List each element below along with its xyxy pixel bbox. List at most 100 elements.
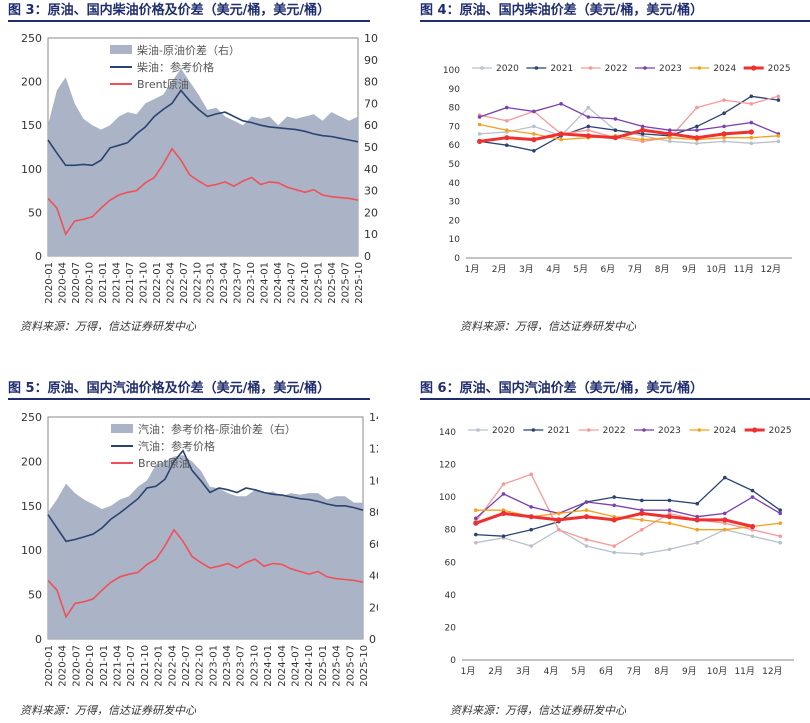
fig4-point-2021-11 (776, 98, 781, 102)
fig4-xtick-6: 7月 (628, 264, 643, 275)
fig4-ytick-1: 10 (449, 235, 461, 245)
fig6-point-2024-7 (667, 521, 672, 525)
fig6-point-2025-2 (528, 514, 534, 520)
fig4-ytick-0: 0 (454, 254, 460, 264)
fig3-ytick-0: 0 (35, 250, 42, 263)
fig6-point-2020-6 (640, 552, 644, 556)
fig4-point-2025-4 (585, 133, 591, 139)
fig3-xtick-7: 2021-10 (138, 262, 149, 304)
fig4-legend-marker-2022 (588, 66, 593, 70)
fig4-ytick-2: 20 (449, 216, 461, 226)
fig4-title: 图 4：原油、国内柴油价差（美元/桶，美元/桶） (420, 0, 810, 22)
fig3-xtick-3: 2020-10 (84, 262, 95, 304)
fig4-point-2020-10 (749, 141, 754, 146)
fig6-legend-marker-2025 (752, 427, 758, 433)
fig3-xtick-2: 2020-07 (71, 262, 82, 304)
fig6-point-2023-4 (584, 500, 589, 504)
fig6-point-2025-8 (694, 517, 700, 523)
fig4-point-2020-0 (477, 132, 482, 136)
fig4-point-2022-4 (586, 128, 591, 132)
fig6-point-2024-4 (584, 508, 589, 512)
fig6-point-2020-11 (778, 540, 782, 545)
fig5-xtick-10: 2022-07 (181, 645, 192, 687)
fig4-legend-label-2023: 2023 (659, 64, 682, 74)
fig4-point-2024-9 (722, 135, 726, 140)
fig3-series-area-0 (48, 68, 358, 256)
fig4-xtick-2: 3月 (519, 264, 534, 275)
fig6-legend-label-2020: 2020 (492, 426, 515, 436)
fig4-series-line-2023 (479, 103, 779, 135)
fig3-xtick-4: 2021-01 (98, 262, 109, 304)
fig5-xtick-1: 2020-04 (58, 645, 69, 687)
fig6-legend-label-2025: 2025 (769, 426, 792, 436)
fig4-legend-label-2021: 2021 (550, 64, 573, 74)
fig6-ytick-5: 100 (440, 493, 456, 503)
fig3-xtick-12: 2023-01 (206, 262, 217, 304)
fig3-xtick-16: 2024-01 (260, 262, 271, 304)
fig6-point-2021-1 (501, 534, 506, 538)
fig3-xtick-6: 2021-07 (125, 262, 136, 304)
fig4-point-2021-9 (722, 111, 726, 115)
fig4-point-2023-8 (695, 128, 699, 132)
fig6-point-2024-3 (557, 511, 561, 516)
fig3-xtick-1: 2020-04 (57, 262, 68, 304)
fig5-y2tick-3: 60 (369, 538, 378, 551)
fig3-xtick-23: 2025-10 (354, 262, 365, 304)
fig4-point-2025-1 (504, 135, 510, 141)
fig4-series-line-2022 (479, 95, 779, 143)
fig6-point-2021-6 (640, 498, 644, 503)
fig4-ytick-9: 90 (449, 85, 461, 95)
fig4-point-2025-9 (721, 131, 727, 137)
fig3-ytick-1: 50 (28, 206, 42, 219)
fig6-point-2020-4 (584, 544, 589, 548)
fig3-y2tick-8: 80 (364, 76, 378, 89)
fig6-xtick-9: 10月 (707, 666, 727, 677)
fig3-xtick-8: 2022-01 (152, 262, 163, 304)
fig6-point-2023-1 (501, 492, 506, 496)
fig4-point-2021-5 (613, 128, 618, 132)
fig3-source: 资料来源：万得，信达证券研发中心 (20, 320, 196, 333)
fig3-xtick-18: 2024-07 (287, 262, 298, 304)
fig6-source: 资料来源：万得，信达证券研发中心 (450, 704, 626, 717)
fig4-point-2020-8 (695, 141, 699, 146)
fig5-y2tick-7: 140 (369, 411, 378, 424)
fig5-xtick-13: 2023-04 (222, 645, 233, 687)
fig4-point-2023-10 (749, 120, 754, 125)
fig5-xtick-4: 2021-01 (99, 645, 110, 687)
fig4-point-2024-1 (505, 128, 509, 132)
fig5-ytick-3: 150 (21, 500, 42, 513)
fig5-xtick-12: 2023-01 (208, 645, 219, 687)
fig6-series-line-2022 (475, 473, 781, 547)
fig5-xtick-17: 2024-04 (277, 645, 288, 687)
fig6-point-2025-3 (556, 517, 562, 523)
fig3-y2tick-0: 0 (364, 250, 371, 263)
fig3-xtick-21: 2025-04 (327, 262, 338, 304)
fig6-point-2020-10 (750, 534, 755, 538)
fig6-point-2020-2 (529, 544, 533, 548)
fig6-xtick-5: 6月 (599, 666, 614, 677)
fig3-series-line-2 (47, 147, 359, 236)
fig4-xtick-1: 2月 (492, 264, 507, 275)
fig5-xtick-23: 2025-10 (359, 645, 370, 687)
fig5-ytick-2: 100 (21, 544, 42, 557)
fig4-point-2025-6 (640, 127, 646, 133)
fig3-chart: 0 50 100 150 200 250 0 10 20 30 40 50 60 70 80 90 100 202… (21, 32, 378, 304)
fig6-point-2024-0 (474, 508, 478, 512)
fig6-point-2022-5 (612, 544, 616, 548)
fig4-legend-marker-2025 (751, 65, 757, 71)
fig4-point-2023-5 (613, 117, 618, 121)
fig3-y2tick-3: 30 (364, 185, 378, 198)
fig6-series-line-2020 (475, 528, 781, 555)
fig4-source: 资料来源：万得，信达证券研发中心 (460, 320, 636, 333)
fig3-xtick-22: 2025-07 (341, 262, 352, 304)
fig4-point-2021-10 (749, 94, 754, 99)
fig6-point-2023-5 (612, 503, 616, 508)
fig6-xtick-6: 7月 (627, 666, 642, 677)
fig4-xtick-7: 8月 (655, 264, 670, 275)
fig4-point-2025-2 (531, 137, 537, 143)
fig4-point-2021-8 (695, 124, 699, 129)
fig4-legend-label-2025: 2025 (768, 64, 791, 74)
fig4-chart: 0 10 20 30 40 50 60 70 80 90 100 1月 2月 3月 4月 5月 6月 7月 8月 9月… (443, 64, 792, 275)
fig6-point-2025-7 (666, 514, 673, 520)
fig6-ytick-7: 140 (440, 428, 456, 438)
